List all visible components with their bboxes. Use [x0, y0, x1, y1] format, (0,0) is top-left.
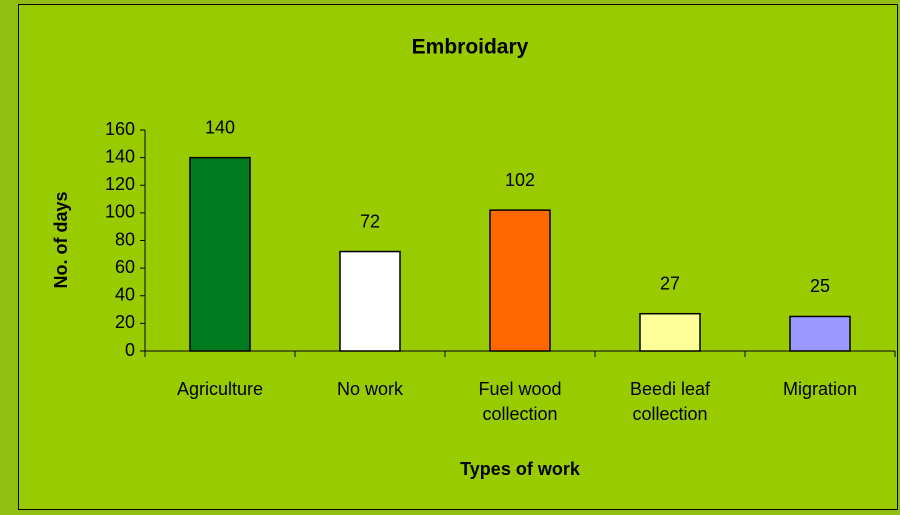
x-tick-label: No work: [336, 379, 403, 399]
y-tick-label: 120: [105, 174, 135, 194]
x-tick-label: Beedi leaf collection: [629, 379, 711, 424]
y-tick-label: 160: [105, 119, 135, 139]
value-label: 72: [360, 211, 380, 231]
value-label: 27: [660, 273, 680, 293]
y-tick-label: 100: [105, 202, 135, 222]
chart-title: Embroidary: [412, 36, 529, 59]
value-label: 25: [810, 276, 830, 296]
y-tick-label: 80: [115, 229, 135, 249]
bar: [189, 156, 251, 352]
chart-area: [18, 4, 898, 510]
y-tick-label: 20: [115, 312, 135, 332]
x-tick-label: Fuel wood collection: [478, 379, 562, 424]
bar: [339, 250, 401, 352]
x-axis-title: Types of work: [460, 459, 581, 479]
value-label: 140: [205, 117, 235, 137]
y-tick-label: 40: [115, 285, 135, 305]
y-axis-title: No. of days: [51, 191, 71, 288]
x-tick-label: Agriculture: [176, 379, 264, 399]
y-tick-label: 60: [115, 257, 135, 277]
bar: [789, 315, 851, 352]
bar: [639, 312, 701, 352]
value-label: 102: [505, 170, 535, 190]
bar: [489, 209, 551, 352]
x-tick-label: Migration: [782, 379, 858, 399]
y-tick-label: 0: [125, 340, 135, 360]
y-tick-label: 140: [105, 146, 135, 166]
